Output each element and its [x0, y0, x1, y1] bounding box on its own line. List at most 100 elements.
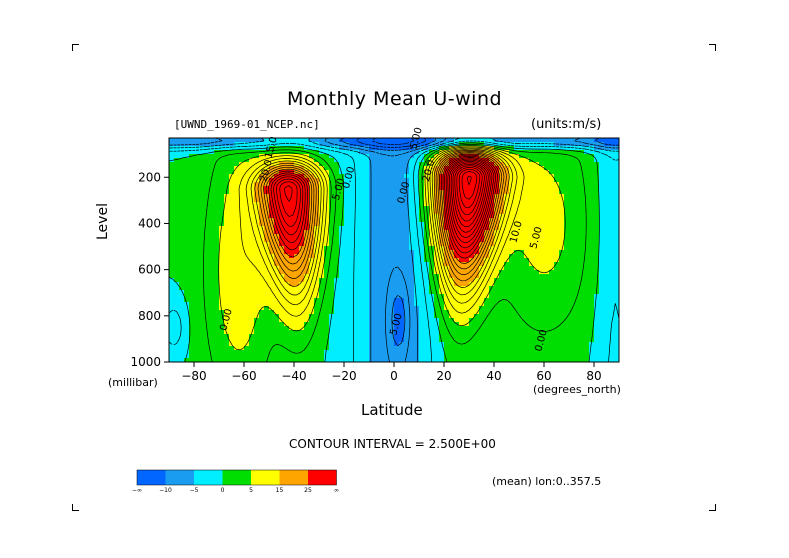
shaded-cell: [279, 138, 285, 143]
shaded-cell: [259, 326, 265, 331]
shaded-cell: [474, 302, 480, 307]
shaded-cell: [489, 322, 495, 327]
shaded-cell: [579, 258, 585, 263]
shaded-cell: [544, 210, 550, 215]
shaded-cell: [169, 270, 175, 275]
shaded-cell: [404, 218, 410, 223]
shaded-cell: [269, 290, 275, 295]
shaded-cell: [384, 306, 390, 311]
shaded-cell: [399, 322, 405, 327]
shaded-cell: [169, 142, 175, 147]
shaded-cell: [384, 322, 390, 327]
shaded-cell: [194, 302, 200, 307]
shaded-cell: [509, 250, 515, 255]
shaded-cell: [599, 226, 605, 231]
shaded-cell: [374, 350, 380, 355]
shaded-cell: [509, 214, 515, 219]
shaded-cell: [239, 242, 245, 247]
shaded-cell: [239, 146, 245, 151]
shaded-cell: [259, 282, 265, 287]
shaded-cell: [609, 310, 615, 315]
shaded-cell: [609, 186, 615, 191]
shaded-cell: [434, 282, 440, 287]
shaded-cell: [339, 342, 345, 347]
shaded-cell: [469, 218, 475, 223]
shaded-cell: [524, 298, 530, 303]
shaded-cell: [204, 298, 210, 303]
shaded-cell: [369, 278, 375, 283]
shaded-cell: [294, 298, 300, 303]
shaded-cell: [269, 266, 275, 271]
shaded-cell: [469, 226, 475, 231]
shaded-cell: [404, 350, 410, 355]
shaded-cell: [594, 194, 600, 199]
shaded-cell: [509, 330, 515, 335]
shaded-cell: [389, 342, 395, 347]
shaded-cell: [594, 174, 600, 179]
shaded-cell: [499, 302, 505, 307]
shaded-cell: [469, 270, 475, 275]
shaded-cell: [494, 178, 500, 183]
shaded-cell: [569, 258, 575, 263]
shaded-cell: [339, 182, 345, 187]
shaded-cell: [274, 278, 280, 283]
shaded-cell: [239, 150, 245, 155]
shaded-cell: [184, 278, 190, 283]
shaded-cell: [429, 234, 435, 239]
shaded-cell: [479, 358, 485, 363]
shaded-cell: [594, 298, 600, 303]
shaded-cell: [224, 278, 230, 283]
shaded-cell: [314, 346, 320, 351]
shaded-cell: [364, 330, 370, 335]
shaded-cell: [349, 198, 355, 203]
shaded-cell: [464, 210, 470, 215]
shaded-cell: [249, 174, 255, 179]
shaded-cell: [524, 138, 530, 143]
shaded-cell: [609, 202, 615, 207]
shaded-cell: [559, 290, 565, 295]
shaded-cell: [414, 282, 420, 287]
shaded-cell: [469, 334, 475, 339]
shaded-cell: [184, 230, 190, 235]
shaded-cell: [434, 342, 440, 347]
shaded-cell: [394, 222, 400, 227]
shaded-cell: [399, 298, 405, 303]
shaded-cell: [259, 310, 265, 315]
shaded-cell: [569, 202, 575, 207]
shaded-cell: [224, 342, 230, 347]
shaded-cell: [244, 162, 250, 167]
shaded-cell: [344, 238, 350, 243]
shaded-cell: [194, 154, 200, 159]
shaded-cell: [399, 174, 405, 179]
shaded-cell: [359, 330, 365, 335]
shaded-cell: [374, 274, 380, 279]
shaded-cell: [424, 358, 430, 363]
shaded-cell: [579, 142, 585, 147]
shaded-cell: [289, 266, 295, 271]
shaded-cell: [214, 178, 220, 183]
shaded-cell: [374, 218, 380, 223]
shaded-cell: [274, 202, 280, 207]
shaded-cell: [519, 266, 525, 271]
shaded-cell: [379, 326, 385, 331]
shaded-cell: [209, 278, 215, 283]
shaded-cell: [239, 334, 245, 339]
shaded-cell: [454, 334, 460, 339]
shaded-cell: [554, 158, 560, 163]
shaded-cell: [189, 350, 195, 355]
shaded-cell: [329, 346, 335, 351]
shaded-cell: [189, 234, 195, 239]
shaded-cell: [514, 242, 520, 247]
shaded-cell: [279, 218, 285, 223]
shaded-cell: [289, 330, 295, 335]
shaded-cell: [514, 338, 520, 343]
shaded-cell: [584, 206, 590, 211]
shaded-cell: [534, 342, 540, 347]
shaded-cell: [234, 358, 240, 363]
shaded-cell: [199, 254, 205, 259]
shaded-cell: [234, 230, 240, 235]
shaded-cell: [394, 238, 400, 243]
shaded-cell: [434, 294, 440, 299]
shaded-cell: [179, 234, 185, 239]
shaded-cell: [434, 314, 440, 319]
